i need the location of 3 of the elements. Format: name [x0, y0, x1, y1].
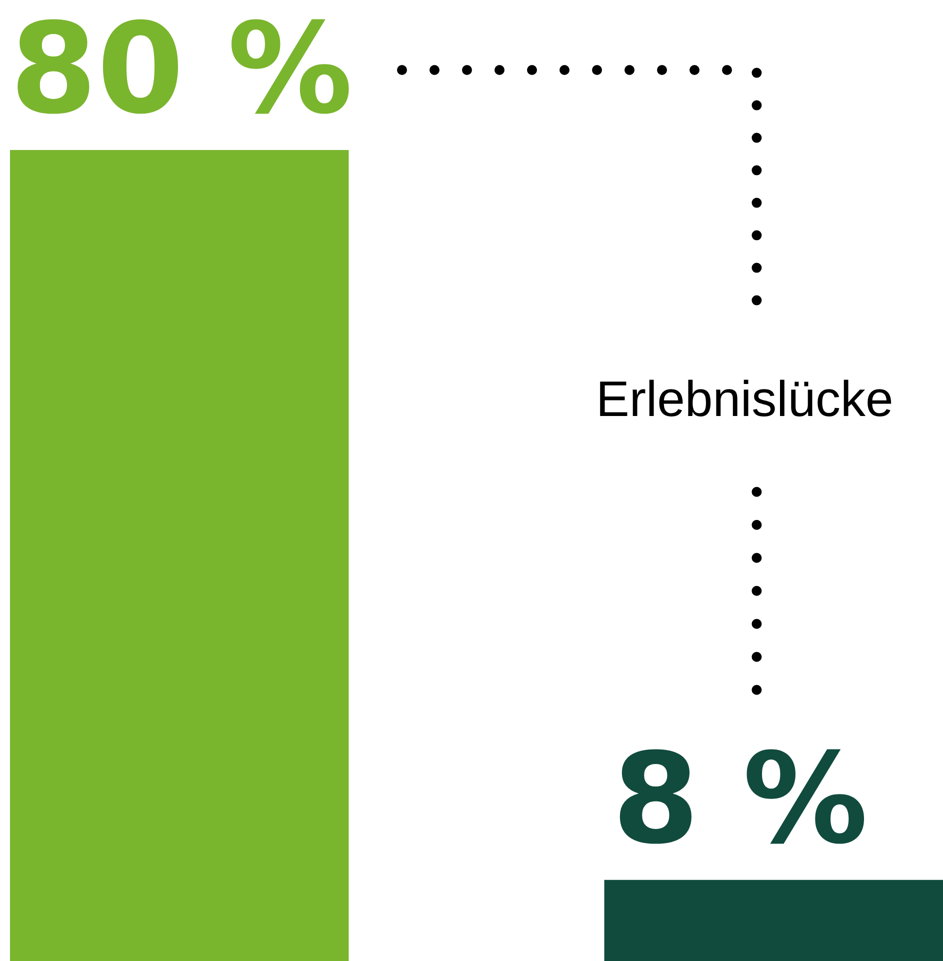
data-label: 8 % [612, 726, 868, 872]
annotation: Erlebnislücke [596, 370, 894, 427]
data-label: 80 % [10, 0, 353, 142]
